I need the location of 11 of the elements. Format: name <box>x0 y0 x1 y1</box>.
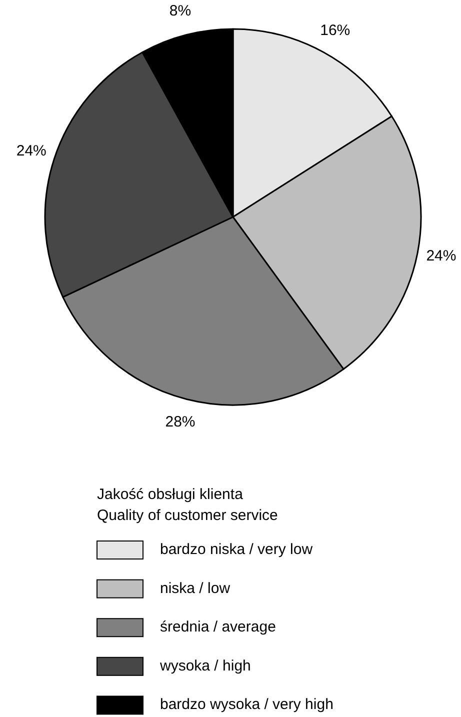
data-label: 24% <box>426 248 456 265</box>
legend-label: średnia / average <box>160 618 276 636</box>
data-label: 8% <box>169 2 192 20</box>
data-label: 16% <box>320 22 350 40</box>
legend-label: bardzo niska / very low <box>160 540 313 558</box>
legend-label: bardzo wysoka / very high <box>160 696 334 714</box>
data-label: 24% <box>16 142 46 160</box>
data-label: 28% <box>165 413 196 430</box>
legend-label: wysoka / high <box>159 657 251 674</box>
legend-label: niska / low <box>160 580 230 597</box>
legend-title: Jakość obsługi klienta Quality of customer service <box>97 486 278 524</box>
